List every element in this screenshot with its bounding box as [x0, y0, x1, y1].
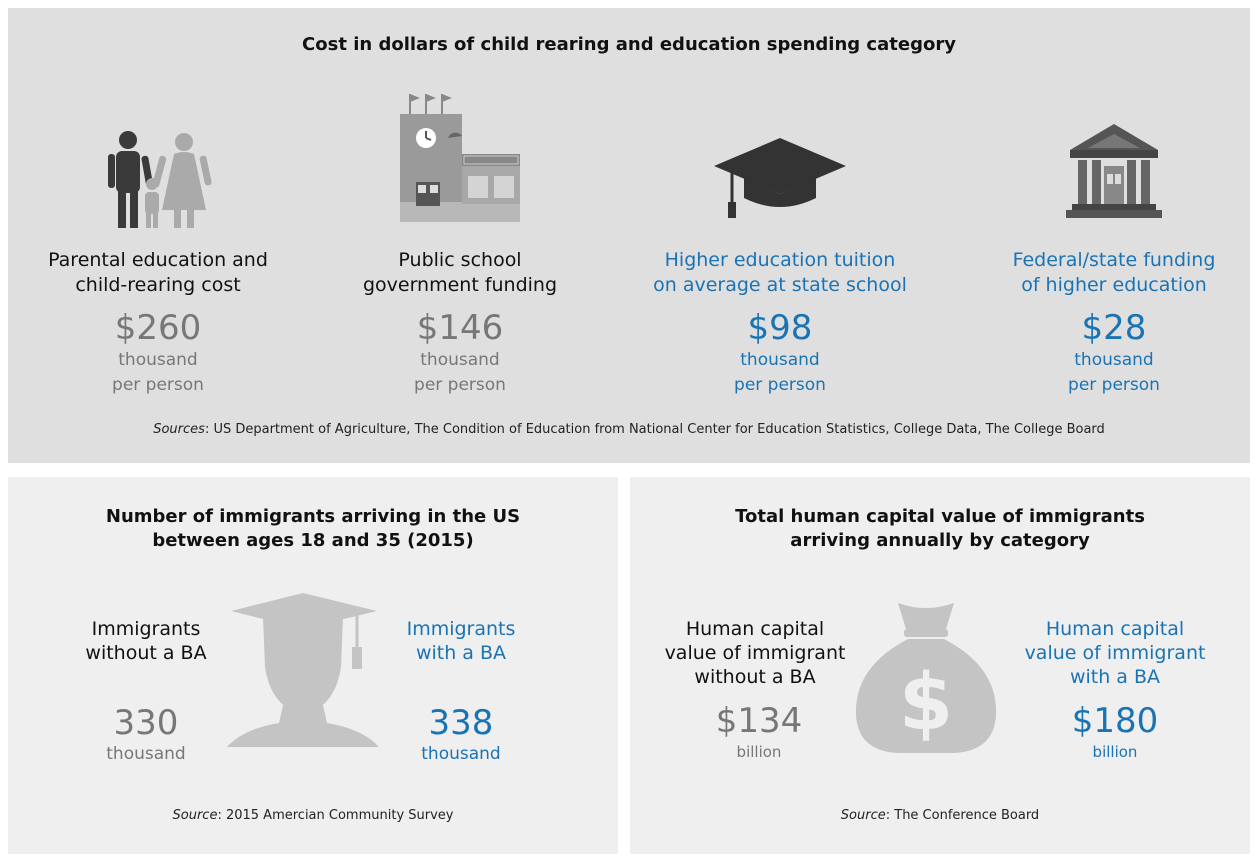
label-line: Higher education tuition: [664, 249, 896, 271]
unit-line: per person: [112, 375, 204, 395]
unit-line: per person: [734, 375, 826, 395]
immigrants-count-title: Number of immigrants arriving in the US …: [8, 505, 618, 553]
higher-ed-tuition-label: Higher education tuition on average at s…: [630, 248, 930, 298]
label-line: Parental education and: [48, 249, 268, 271]
higher-ed-tuition-value: $98: [747, 308, 813, 348]
label-line: value of immigrant: [664, 642, 846, 664]
public-school-label: Public school government funding: [310, 248, 610, 298]
capital-without-ba-unit: billion: [736, 743, 782, 761]
unit-line: thousand: [740, 350, 820, 370]
cost-panel-source: Sources: US Department of Agriculture, T…: [8, 422, 1250, 437]
parental-cost-value: $260: [114, 308, 202, 348]
label-line: Human capital: [685, 618, 825, 640]
label-line: Public school: [398, 249, 522, 271]
capital-with-ba-stat: $180 billion: [1050, 701, 1180, 763]
with-ba-stat: 338 thousand: [396, 703, 526, 765]
federal-state-funding-unit: thousand per person: [964, 348, 1258, 398]
with-ba-label: Immigrants with a BA: [386, 617, 536, 665]
government-building-icon: [1066, 124, 1162, 218]
capital-with-ba-unit: billion: [1092, 743, 1138, 761]
without-ba-value: 330: [113, 703, 179, 743]
label-line: Federal/state funding: [1012, 249, 1216, 271]
source-label: Sources: [153, 422, 205, 437]
school-building-icon: [400, 94, 520, 222]
parental-cost-label: Parental education and child-rearing cos…: [8, 248, 308, 298]
title-line: between ages 18 and 35 (2015): [152, 530, 474, 551]
graduation-cap-icon: [714, 138, 846, 218]
title-line: Total human capital value of immigrants: [735, 506, 1145, 527]
label-line: value of immigrant: [1024, 642, 1206, 664]
capital-without-ba-value: $134: [715, 701, 803, 741]
immigrants-count-panel: Number of immigrants arriving in the US …: [8, 477, 618, 854]
unit-line: thousand: [118, 350, 198, 370]
source-text: : 2015 Amercian Community Survey: [217, 808, 454, 823]
source-text: : US Department of Agriculture, The Cond…: [204, 422, 1105, 437]
source-label: Source: [172, 808, 218, 823]
unit-line: per person: [1068, 375, 1160, 395]
cost-panel: Cost in dollars of child rearing and edu…: [8, 8, 1250, 463]
federal-state-funding-value: $28: [1081, 308, 1147, 348]
graduate-silhouette-icon: [227, 593, 379, 747]
capital-with-ba-value: $180: [1071, 701, 1159, 741]
with-ba-unit: thousand: [421, 744, 501, 764]
title-line: arriving annually by category: [790, 530, 1090, 551]
human-capital-source: Source: The Conference Board: [630, 808, 1250, 823]
unit-line: thousand: [1074, 350, 1154, 370]
higher-ed-tuition-unit: thousand per person: [630, 348, 930, 398]
without-ba-stat: 330 thousand: [76, 703, 216, 765]
label-line: government funding: [362, 274, 558, 296]
label-line: Immigrants: [91, 618, 201, 640]
capital-without-ba-label: Human capital value of immigrant without…: [650, 617, 860, 689]
unit-line: thousand: [420, 350, 500, 370]
parental-cost-unit: thousand per person: [8, 348, 308, 398]
public-school-unit: thousand per person: [310, 348, 610, 398]
label-line: on average at state school: [653, 274, 907, 296]
svg-text:$: $: [899, 658, 953, 748]
unit-line: per person: [414, 375, 506, 395]
label-line: child-rearing cost: [75, 274, 241, 296]
source-text: : The Conference Board: [885, 808, 1040, 823]
label-line: with a BA: [415, 642, 507, 664]
capital-without-ba-stat: $134 billion: [694, 701, 824, 763]
title-line: Number of immigrants arriving in the US: [105, 506, 521, 527]
without-ba-label: Immigrants without a BA: [56, 617, 236, 665]
source-label: Source: [840, 808, 886, 823]
federal-state-funding-label: Federal/state funding of higher educatio…: [964, 248, 1258, 298]
label-line: without a BA: [694, 666, 816, 688]
cost-panel-title: Cost in dollars of child rearing and edu…: [302, 34, 956, 55]
capital-with-ba-label: Human capital value of immigrant with a …: [1010, 617, 1220, 689]
label-line: with a BA: [1069, 666, 1161, 688]
immigrants-count-source: Source: 2015 Amercian Community Survey: [8, 808, 618, 823]
human-capital-title: Total human capital value of immigrants …: [630, 505, 1250, 553]
label-line: Immigrants: [406, 618, 516, 640]
family-icon: [108, 131, 212, 228]
money-bag-icon: $: [855, 603, 997, 753]
public-school-value: $146: [416, 308, 504, 348]
label-line: Human capital: [1045, 618, 1185, 640]
human-capital-panel: Total human capital value of immigrants …: [630, 477, 1250, 854]
with-ba-value: 338: [428, 703, 494, 743]
label-line: without a BA: [85, 642, 207, 664]
label-line: of higher education: [1021, 274, 1207, 296]
without-ba-unit: thousand: [106, 744, 186, 764]
